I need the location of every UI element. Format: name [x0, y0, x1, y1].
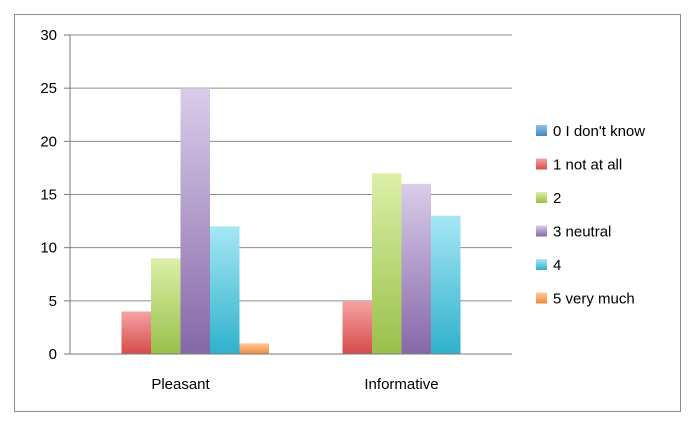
- legend-swatch: [536, 225, 547, 237]
- y-tick-label: 25: [40, 80, 57, 97]
- bar-pleasant-4: [210, 226, 240, 354]
- bar-pleasant-2: [151, 258, 181, 354]
- bar-informative-2: [372, 173, 402, 354]
- legend-label: 0 I don't know: [553, 123, 645, 140]
- legend-swatch: [536, 125, 547, 136]
- y-tick-label: 30: [40, 27, 57, 44]
- legend-label: 2: [553, 190, 561, 207]
- y-tick-label: 0: [49, 346, 57, 363]
- legend-label: 1 not at all: [553, 157, 622, 174]
- bar-pleasant-1: [121, 311, 151, 354]
- legend-swatch: [536, 259, 547, 270]
- y-tick-label: 20: [40, 133, 57, 150]
- bar-informative-3: [401, 183, 431, 354]
- legend-label: 5 very much: [553, 291, 635, 308]
- bar-pleasant-5: [239, 343, 269, 354]
- y-tick-label: 5: [49, 293, 57, 310]
- bar-informative-4: [431, 215, 461, 354]
- x-category-label: Informative: [364, 376, 438, 393]
- bar-pleasant-3: [180, 88, 210, 355]
- legend-swatch: [536, 192, 547, 203]
- x-category-label: Pleasant: [151, 376, 210, 393]
- legend-label: 3 neutral: [553, 224, 611, 241]
- legend-label: 4: [553, 257, 561, 274]
- legend-swatch: [536, 158, 547, 170]
- y-tick-label: 10: [40, 240, 57, 257]
- legend-swatch: [536, 292, 547, 304]
- bar-informative-1: [342, 300, 372, 354]
- y-tick-label: 15: [40, 187, 57, 204]
